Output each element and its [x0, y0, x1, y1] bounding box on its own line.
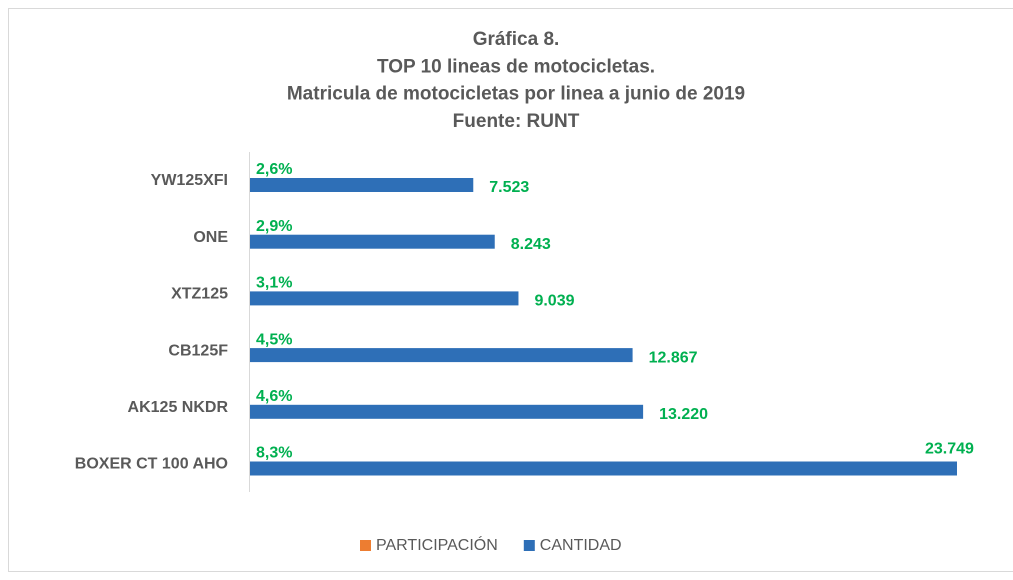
chart-frame: [8, 8, 1013, 572]
chart-title: Fuente: RUNT: [453, 111, 580, 132]
data-label: 7.523: [489, 179, 529, 196]
legend-swatch: [523, 540, 535, 551]
data-label: 4,5%: [256, 331, 292, 348]
chart-title: Matricula de motocicletas por linea a ju…: [287, 84, 745, 105]
data-label: 8.243: [511, 236, 551, 253]
y-tick-label: XTZ125: [171, 286, 228, 303]
data-label: 2,6%: [256, 161, 292, 178]
bar: [250, 404, 644, 419]
data-label: 13.220: [659, 406, 708, 423]
data-label: 4,6%: [256, 388, 292, 405]
chart-title: Gráfica 8.: [473, 29, 560, 50]
bar: [250, 348, 633, 363]
data-label: 3,1%: [256, 275, 292, 292]
y-tick-label: CB125F: [168, 342, 228, 359]
bar: [250, 461, 957, 476]
y-tick-label: ONE: [193, 229, 228, 246]
data-label: 8,3%: [256, 445, 292, 462]
data-label: 12.867: [649, 349, 698, 366]
data-label: 9.039: [534, 293, 574, 310]
data-label: 23.749: [925, 441, 974, 458]
chart-title: TOP 10 lineas de motocicletas.: [377, 56, 655, 77]
legend-label: PARTICIPACIÓN: [376, 535, 498, 554]
bar: [250, 178, 474, 192]
bar: [250, 234, 495, 249]
y-tick-label: YW125XFI: [151, 172, 228, 189]
legend-swatch: [360, 540, 371, 551]
legend-label: CANTIDAD: [540, 537, 622, 554]
bar: [250, 291, 519, 306]
data-label: 2,9%: [256, 218, 292, 235]
y-tick-label: BOXER CT 100 AHO: [75, 456, 228, 473]
y-tick-label: AK125 NKDR: [128, 399, 229, 416]
